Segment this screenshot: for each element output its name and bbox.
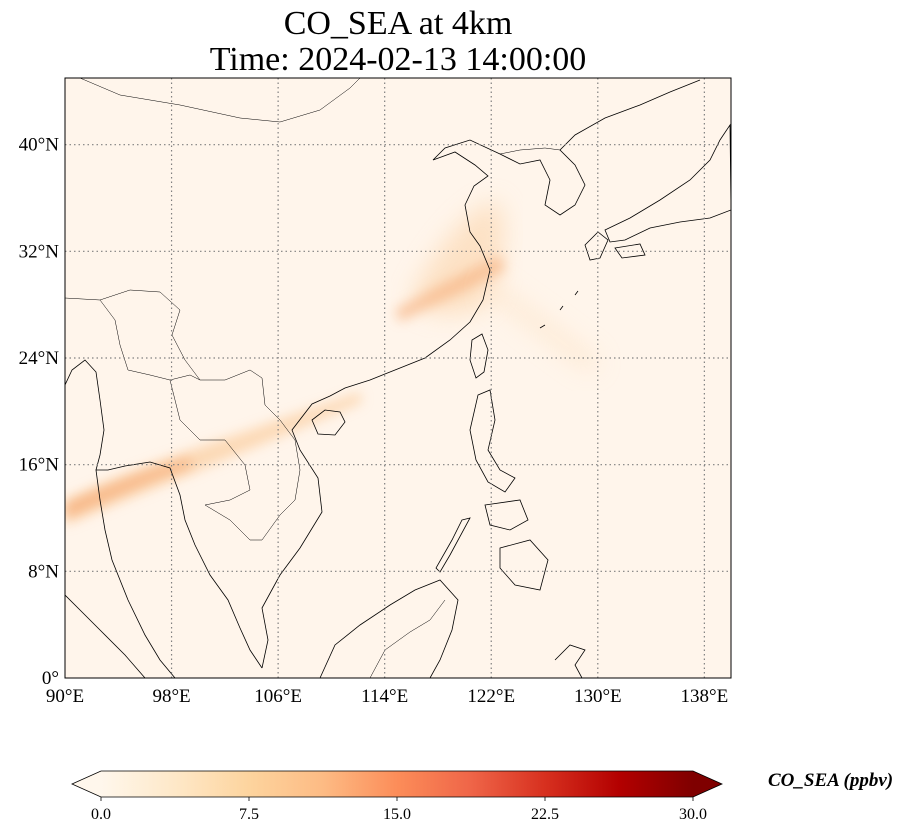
plume-core-indochina <box>65 458 192 518</box>
plume-east-sea <box>485 280 600 372</box>
colorbar: 0.0 7.5 15.0 22.5 30.0 <box>71 770 723 823</box>
lon-tick-label: 90°E <box>46 686 84 707</box>
lon-tick-label: 130°E <box>574 686 622 707</box>
coastline-sumatra <box>65 594 146 678</box>
coastline-taiwan <box>469 333 489 379</box>
lon-tick-label: 98°E <box>152 686 190 707</box>
border-thailand-laos <box>169 379 251 506</box>
lon-tick-label: 138°E <box>681 686 729 707</box>
border-cambodia <box>204 504 262 541</box>
lat-tick-label: 32°N <box>19 241 60 262</box>
coastline-sulawesi <box>554 644 586 678</box>
plume-east-china <box>410 200 505 315</box>
colorbar-extend-high <box>693 771 722 797</box>
border-myanmar-china <box>99 299 201 381</box>
coastlines <box>65 79 731 678</box>
colorbar-gradient <box>101 771 693 797</box>
border-laos-vietnam <box>200 369 301 541</box>
coastline-myanmar <box>65 359 105 471</box>
border-borneo <box>369 599 446 678</box>
colorbar-tick-label: 30.0 <box>679 806 707 823</box>
longitude-axis: 90°E 98°E 106°E 114°E 122°E 130°E 138°E <box>46 686 728 707</box>
coastline-visayas <box>484 499 529 531</box>
map-subtitle-time: Time: 2024-02-13 14:00:00 <box>209 41 587 78</box>
lat-tick-label: 16°N <box>19 455 60 476</box>
border-south-asia <box>65 289 201 381</box>
coastline-gulf-of-thailand <box>95 461 263 678</box>
lat-tick-label: 0° <box>42 668 59 689</box>
lat-tick-label: 8°N <box>28 561 59 582</box>
colorbar-label: CO_SEA (ppbv) <box>768 770 894 791</box>
coastline-mainland <box>261 79 701 669</box>
border-china-korea <box>499 147 561 155</box>
colorbar-extend-low <box>72 771 101 797</box>
latitude-axis: 0° 8°N 16°N 24°N 32°N 40°N <box>19 135 60 689</box>
coastline-hainan <box>311 409 346 436</box>
map-background <box>65 78 731 678</box>
lon-tick-label: 114°E <box>361 686 408 707</box>
gridlines <box>65 78 731 678</box>
colorbar-tick-label: 15.0 <box>383 806 411 823</box>
border-china-north <box>79 78 361 123</box>
coastline-borneo <box>319 579 459 678</box>
lat-tick-label: 40°N <box>19 135 60 156</box>
colorbar-tick-label: 7.5 <box>239 806 259 823</box>
lon-tick-label: 106°E <box>254 686 302 707</box>
plume-indochina <box>65 392 362 525</box>
colorbar-tick-label: 22.5 <box>531 806 559 823</box>
coastline-mindanao <box>499 539 549 591</box>
concentration-field <box>65 200 600 525</box>
coastline-palawan <box>435 517 471 573</box>
coastline-kyushu <box>584 231 609 261</box>
coastline-shikoku <box>614 243 646 259</box>
map-title: CO_SEA at 4km <box>283 5 513 42</box>
country-borders <box>65 78 561 678</box>
lat-tick-label: 24°N <box>19 348 60 369</box>
lon-tick-label: 122°E <box>467 686 515 707</box>
colorbar-tick-label: 0.0 <box>91 806 111 823</box>
colorbar-ticks: 0.0 7.5 15.0 22.5 30.0 <box>91 797 707 823</box>
plume-core-east-china <box>395 255 505 322</box>
map-panel: 90°E 98°E 106°E 114°E 122°E 130°E 138°E 0° 8°N 1… <box>19 77 732 707</box>
coastline-luzon <box>469 389 516 493</box>
map-frame <box>64 77 732 679</box>
coastline-ryukyu <box>539 290 579 329</box>
